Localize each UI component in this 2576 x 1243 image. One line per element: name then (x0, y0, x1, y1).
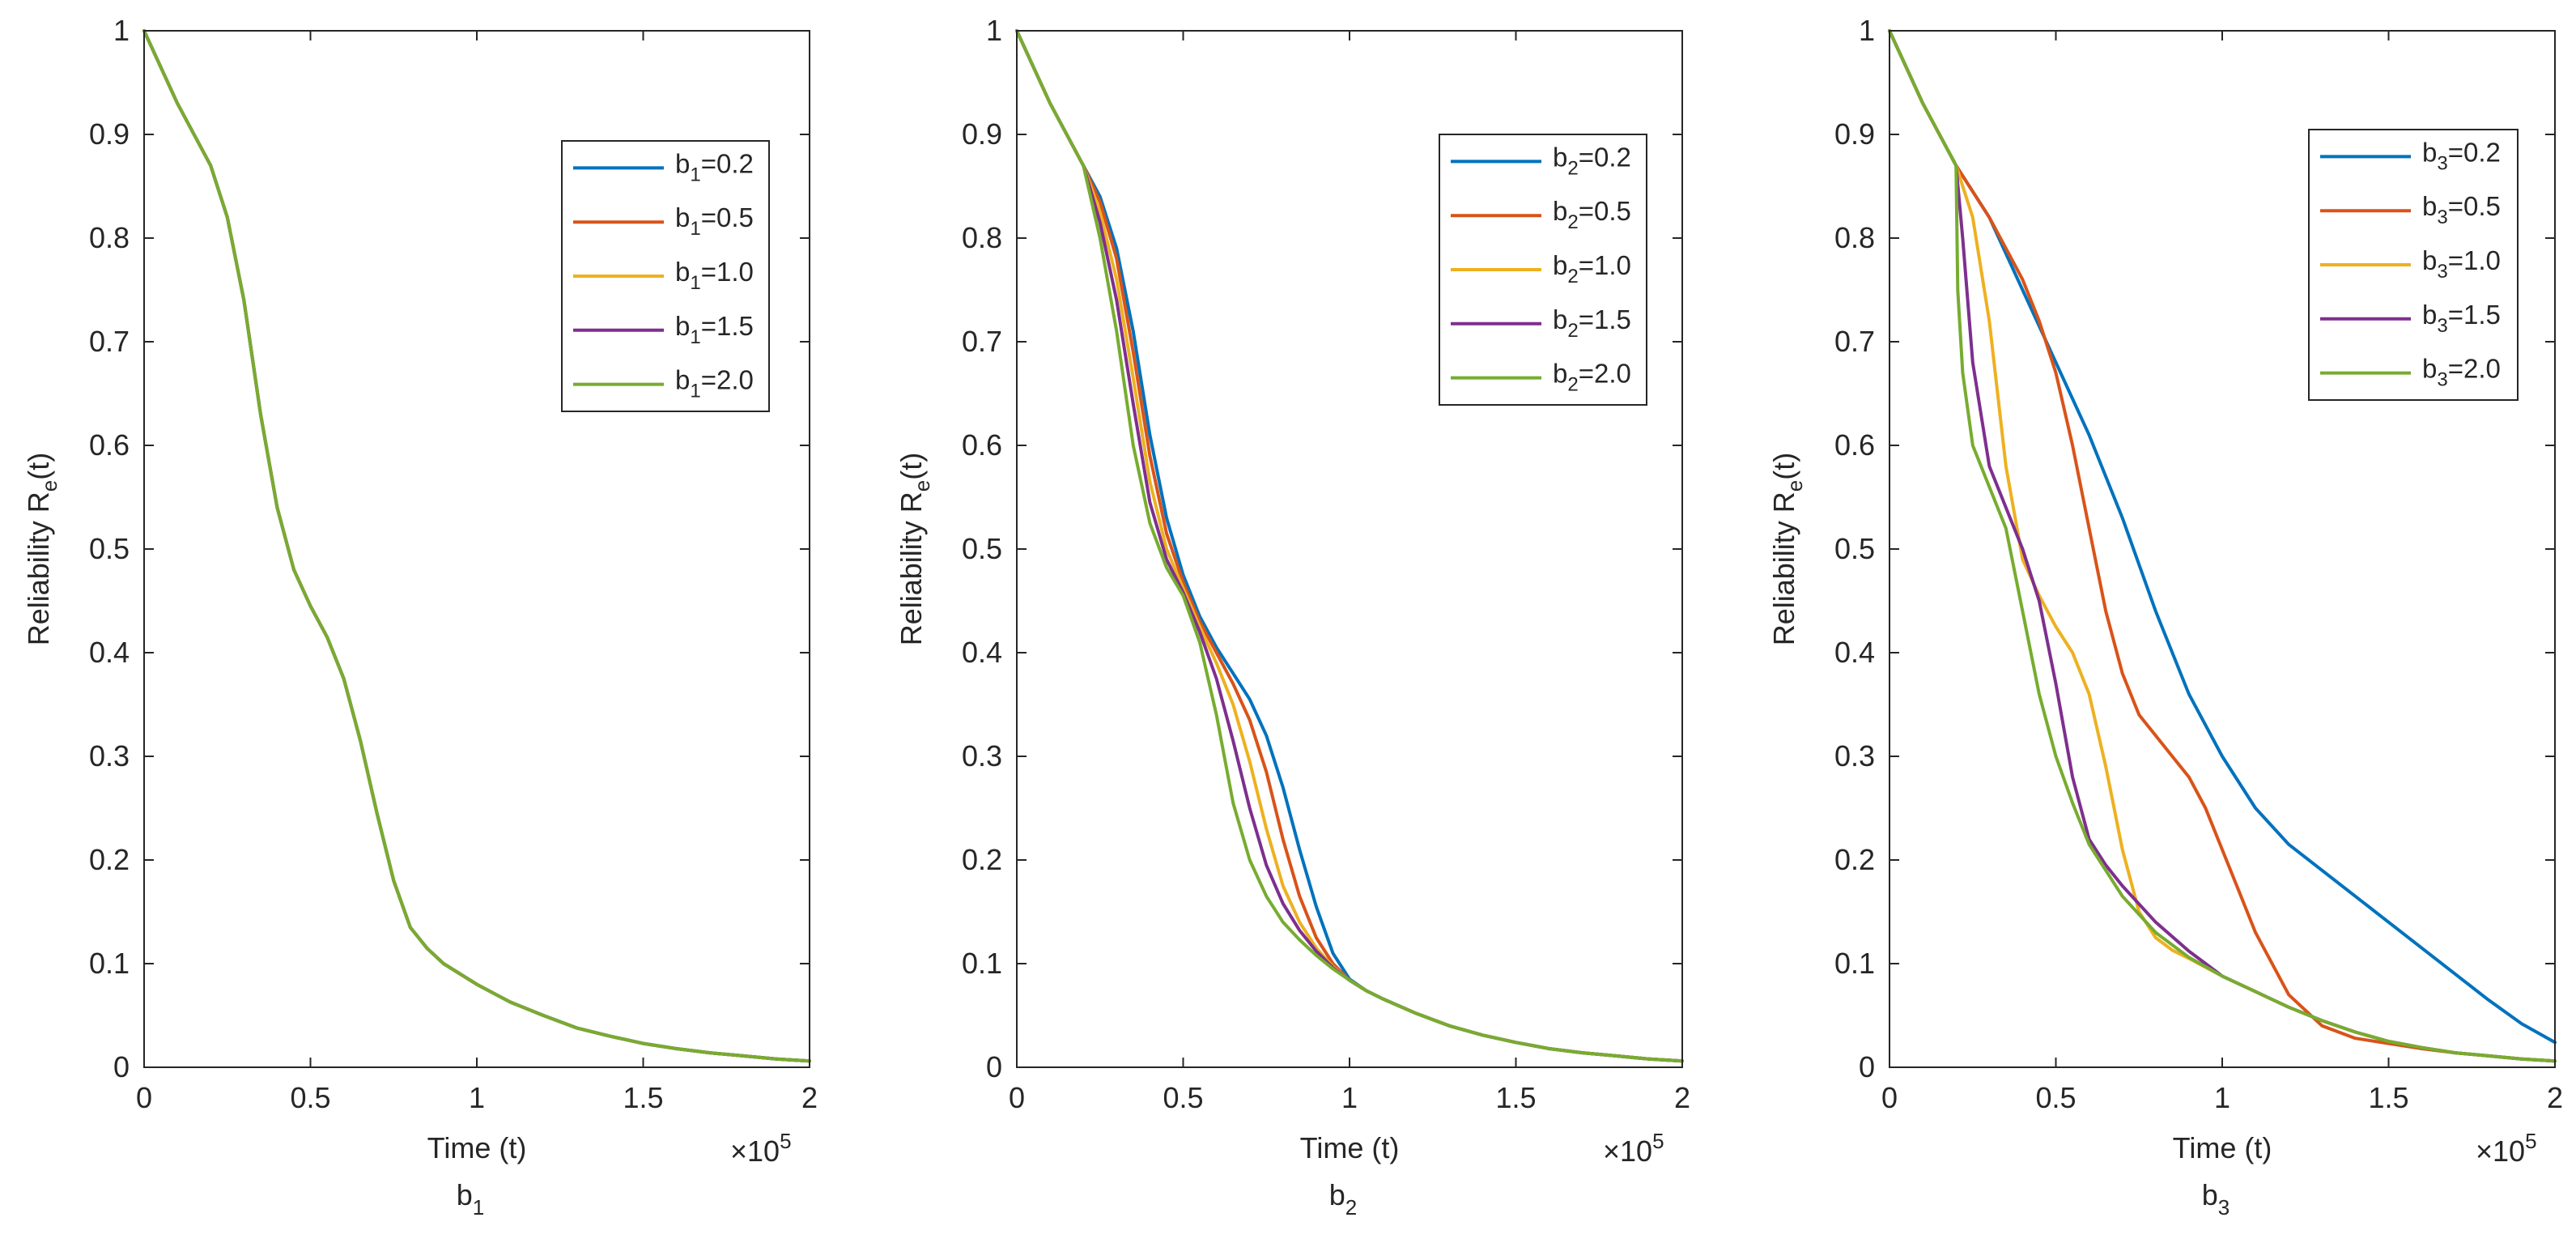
legend-entry-4: b1=1.5 (675, 311, 754, 348)
panel-caption: b1 (457, 1178, 485, 1220)
y-tick-label: 0 (1859, 1050, 1875, 1083)
series-line-5 (1888, 29, 2557, 1063)
y-tick-label: 0.9 (962, 117, 1002, 151)
y-axis-label: Reliability Re(t) (22, 453, 62, 646)
legend-entry-2: b3=0.5 (2422, 191, 2501, 228)
x-axis-label: Time (t) (1300, 1131, 1400, 1164)
x-tick-label: 2 (801, 1081, 818, 1114)
legend-entry-3: b3=1.0 (2422, 245, 2501, 283)
legend-entry-1: b1=0.2 (675, 148, 754, 185)
y-tick-label: 0.5 (962, 532, 1002, 565)
y-tick-label: 0.3 (962, 739, 1002, 773)
axes-box (1016, 30, 1683, 1068)
axes-box (143, 30, 810, 1068)
legend-entry-4: b3=1.5 (2422, 300, 2501, 337)
x-axis-label: Time (t) (2173, 1131, 2272, 1164)
x-tick-label: 2 (2547, 1081, 2563, 1114)
x-axis-label: Time (t) (427, 1131, 527, 1164)
y-tick-label: 1 (113, 14, 130, 47)
x-exponent-label: ×105 (2476, 1129, 2537, 1168)
x-tick-label: 1 (1341, 1081, 1358, 1114)
y-tick-label: 1 (986, 14, 1002, 47)
y-tick-label: 0.2 (89, 843, 130, 876)
series-line-5 (1015, 29, 1684, 1063)
y-tick-label: 0.1 (89, 947, 130, 980)
x-tick-label: 1 (469, 1081, 485, 1114)
legend-entry-1: b2=0.2 (1553, 142, 1631, 179)
legend-entry-5: b1=2.0 (675, 365, 754, 402)
y-tick-label: 0.3 (89, 739, 130, 773)
legend-entry-4: b2=1.5 (1553, 304, 1631, 342)
axes-box (1889, 30, 2556, 1068)
legend: b3=0.2 b3=0.5 b3=1.0 b3=1.5 b3=2.0 (2308, 129, 2519, 401)
y-axis-label: Reliability Re(t) (1767, 453, 1807, 646)
y-tick-label: 0.9 (1834, 117, 1875, 151)
y-tick-label: 0.1 (1834, 947, 1875, 980)
y-axis-label: Reliability Re(t) (895, 453, 934, 646)
y-tick-label: 0.7 (962, 325, 1002, 358)
x-tick-label: 0.5 (2035, 1081, 2076, 1114)
x-tick-label: 0 (1881, 1081, 1898, 1114)
x-tick-label: 0.5 (290, 1081, 330, 1114)
y-tick-label: 0.6 (962, 428, 1002, 462)
y-tick-label: 0.9 (89, 117, 130, 151)
x-exponent-label: ×105 (1603, 1129, 1664, 1168)
y-tick-label: 0.5 (89, 532, 130, 565)
y-tick-label: 0.6 (89, 428, 130, 462)
y-tick-label: 0.7 (89, 325, 130, 358)
legend-entry-3: b2=1.0 (1553, 250, 1631, 287)
y-tick-label: 0.6 (1834, 428, 1875, 462)
x-tick-label: 0 (136, 1081, 152, 1114)
legend-entry-5: b3=2.0 (2422, 354, 2501, 391)
series-line-5 (142, 29, 811, 1063)
panel-caption: b2 (1329, 1178, 1358, 1220)
x-tick-label: 1 (2214, 1081, 2230, 1114)
legend-entry-3: b1=1.0 (675, 257, 754, 294)
legend-entry-2: b1=0.5 (675, 202, 754, 240)
legend-entry-1: b3=0.2 (2422, 137, 2501, 174)
y-tick-label: 0.5 (1834, 532, 1875, 565)
x-tick-label: 1.5 (623, 1081, 663, 1114)
x-exponent-label: ×105 (730, 1129, 792, 1168)
y-tick-label: 0.8 (89, 221, 130, 254)
legend: b1=0.2 b1=0.5 b1=1.0 b1=1.5 b1=2.0 (561, 140, 770, 412)
y-tick-label: 0.3 (1834, 739, 1875, 773)
y-tick-label: 0.2 (962, 843, 1002, 876)
y-tick-label: 0 (113, 1050, 130, 1083)
y-tick-label: 0.4 (1834, 636, 1875, 669)
x-tick-label: 1.5 (1495, 1081, 1536, 1114)
x-tick-label: 2 (1674, 1081, 1690, 1114)
subplot-1: 0 0.5 1 1.5 2 0 0.1 0.2 0.3 0.4 0.5 0.6 0.7 0.8 0.9 1 Ti… (22, 14, 818, 1220)
y-tick-label: 0 (986, 1050, 1002, 1083)
y-tick-label: 0.1 (962, 947, 1002, 980)
panel-caption: b3 (2202, 1178, 2230, 1220)
legend-entry-2: b2=0.5 (1553, 196, 1631, 233)
y-tick-label: 0.4 (962, 636, 1002, 669)
series-line-1 (1888, 29, 2557, 1045)
x-tick-label: 0 (1009, 1081, 1025, 1114)
y-tick-label: 0.8 (962, 221, 1002, 254)
x-tick-label: 1.5 (2368, 1081, 2408, 1114)
y-tick-label: 1 (1859, 14, 1875, 47)
legend-entry-5: b2=2.0 (1553, 359, 1631, 396)
legend: b2=0.2 b2=0.5 b2=1.0 b2=1.5 b2=2.0 (1439, 134, 1647, 406)
y-tick-label: 0.4 (89, 636, 130, 669)
y-tick-label: 0.7 (1834, 325, 1875, 358)
x-tick-label: 0.5 (1163, 1081, 1203, 1114)
subplot-3: 0 0.5 1 1.5 2 0 0.1 0.2 0.3 0.4 0.5 0.6 0.7 0.8 0.9 1 Ti… (1767, 14, 2563, 1220)
y-tick-label: 0.8 (1834, 221, 1875, 254)
y-tick-label: 0.2 (1834, 843, 1875, 876)
subplot-2: 0 0.5 1 1.5 2 0 0.1 0.2 0.3 0.4 0.5 0.6 0.7 0.8 0.9 1 Ti… (895, 14, 1690, 1220)
